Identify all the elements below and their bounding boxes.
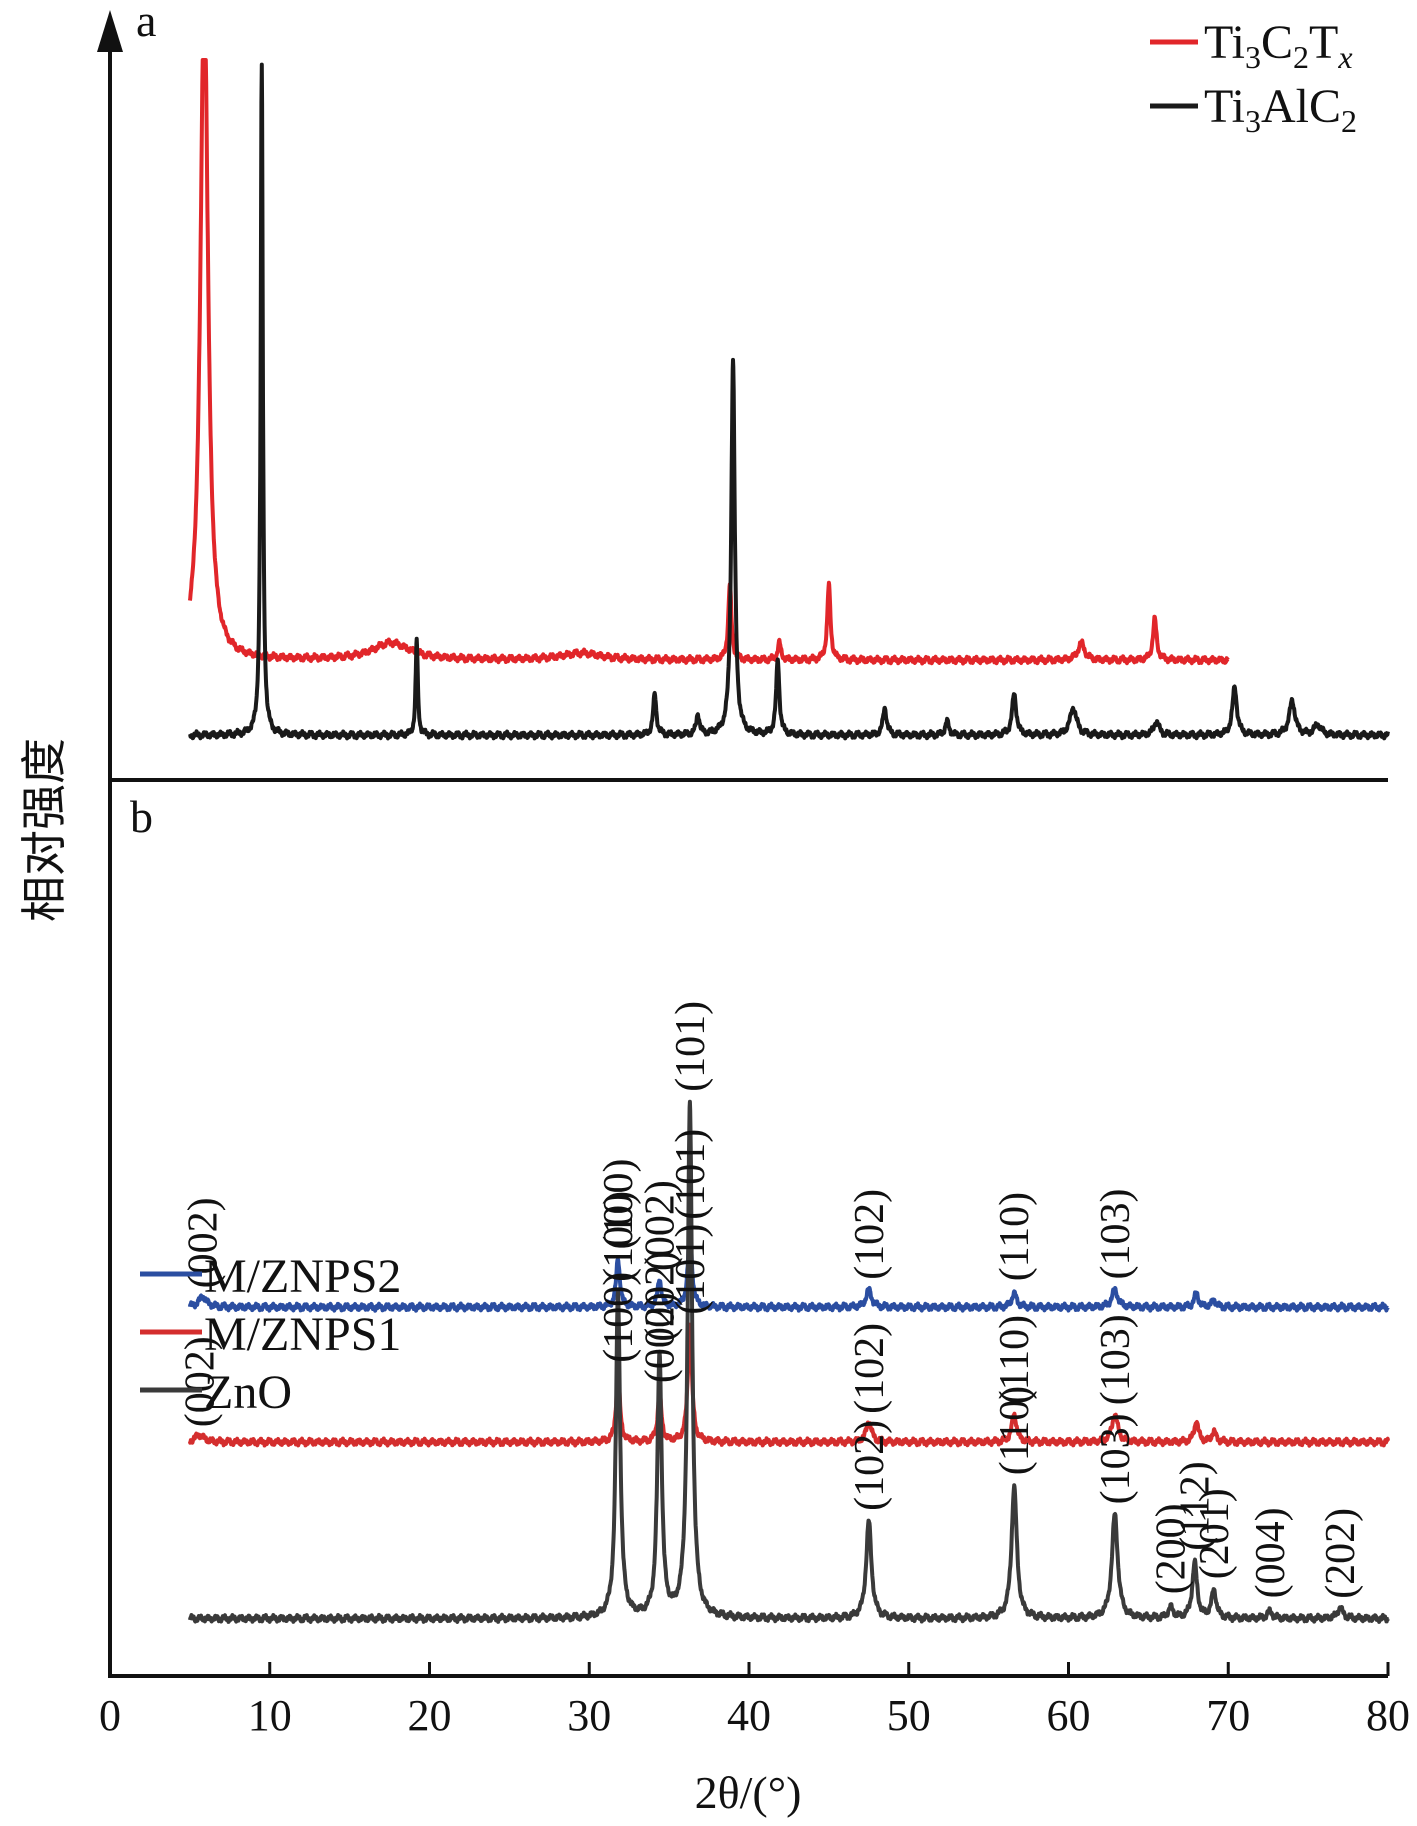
- peak-label: (002): [638, 1292, 684, 1383]
- peak-label: (202): [1318, 1508, 1364, 1599]
- legend-b-label-0: M/ZNPS2: [204, 1250, 401, 1303]
- peak-label: (201): [1192, 1488, 1238, 1579]
- x-tick-label: 60: [1047, 1691, 1091, 1740]
- peak-label: (110): [992, 1386, 1038, 1475]
- peak-label: (103): [1093, 1189, 1139, 1280]
- series-line-mznps2: [187, 1226, 1390, 1313]
- series-line-ti3alc2: [188, 62, 1390, 741]
- peak-label: (101): [668, 1001, 714, 1092]
- x-axis-title: 2θ/(°): [695, 1767, 802, 1818]
- peak-label: (102): [847, 1189, 893, 1280]
- panel-label-b: b: [130, 791, 153, 842]
- series-line-zno: [187, 1099, 1390, 1624]
- peak-label: (200): [1149, 1503, 1195, 1594]
- series-line-ti3c2tx: [187, 58, 1230, 666]
- legend-a-label-1: Ti3AlC2: [1204, 80, 1357, 139]
- x-tick-label: 20: [408, 1691, 452, 1740]
- peak-label: (002): [638, 1251, 684, 1342]
- x-tick-label: 70: [1206, 1691, 1250, 1740]
- legend-b-label-2: ZnO: [204, 1366, 292, 1419]
- legend-b-label-1: M/ZNPS1: [204, 1308, 401, 1361]
- legend-a-label-0: Ti3C2Tx: [1204, 16, 1353, 75]
- peak-label: (102): [847, 1420, 893, 1511]
- peak-label: (002): [178, 1336, 224, 1427]
- x-ticks: 0 10 20 30 40 50 60 70 80: [99, 1662, 1410, 1740]
- series-line-mznps1: [187, 1322, 1390, 1448]
- legend-a: Ti3C2Tx Ti3AlC2: [1150, 16, 1357, 139]
- peak-label: (112): [1173, 1461, 1219, 1550]
- x-tick-label: 10: [248, 1691, 292, 1740]
- legend-b: M/ZNPS2 M/ZNPS1 ZnO: [140, 1250, 401, 1419]
- x-tick-label: 50: [887, 1691, 931, 1740]
- x-tick-label: 40: [727, 1691, 771, 1740]
- peak-label: (102): [847, 1323, 893, 1414]
- traces: [187, 58, 1390, 1624]
- y-axis-arrow: [97, 10, 123, 52]
- peak-label: (002): [638, 1180, 684, 1271]
- peak-label: (103): [1093, 1314, 1139, 1405]
- panel-label-a: a: [136, 0, 156, 46]
- peak-labels: (002) (100)(002)(101)(102) (110) (103)(002)…: [178, 1001, 1365, 1599]
- peak-label: (103): [1093, 1413, 1139, 1504]
- peak-label: (110): [992, 1192, 1038, 1281]
- x-tick-label: 0: [99, 1691, 121, 1740]
- peak-label: (100): [596, 1159, 642, 1250]
- peak-label: (004): [1248, 1507, 1294, 1598]
- peak-label: (100): [596, 1272, 642, 1363]
- peak-label: (100): [596, 1191, 642, 1282]
- y-axis-title: 相对强度: [19, 738, 70, 922]
- peak-label: (110): [992, 1315, 1038, 1404]
- x-tick-label: 30: [567, 1691, 611, 1740]
- peak-label: (101): [668, 1129, 714, 1220]
- x-tick-label: 80: [1366, 1691, 1410, 1740]
- peak-label: (101): [668, 1224, 714, 1315]
